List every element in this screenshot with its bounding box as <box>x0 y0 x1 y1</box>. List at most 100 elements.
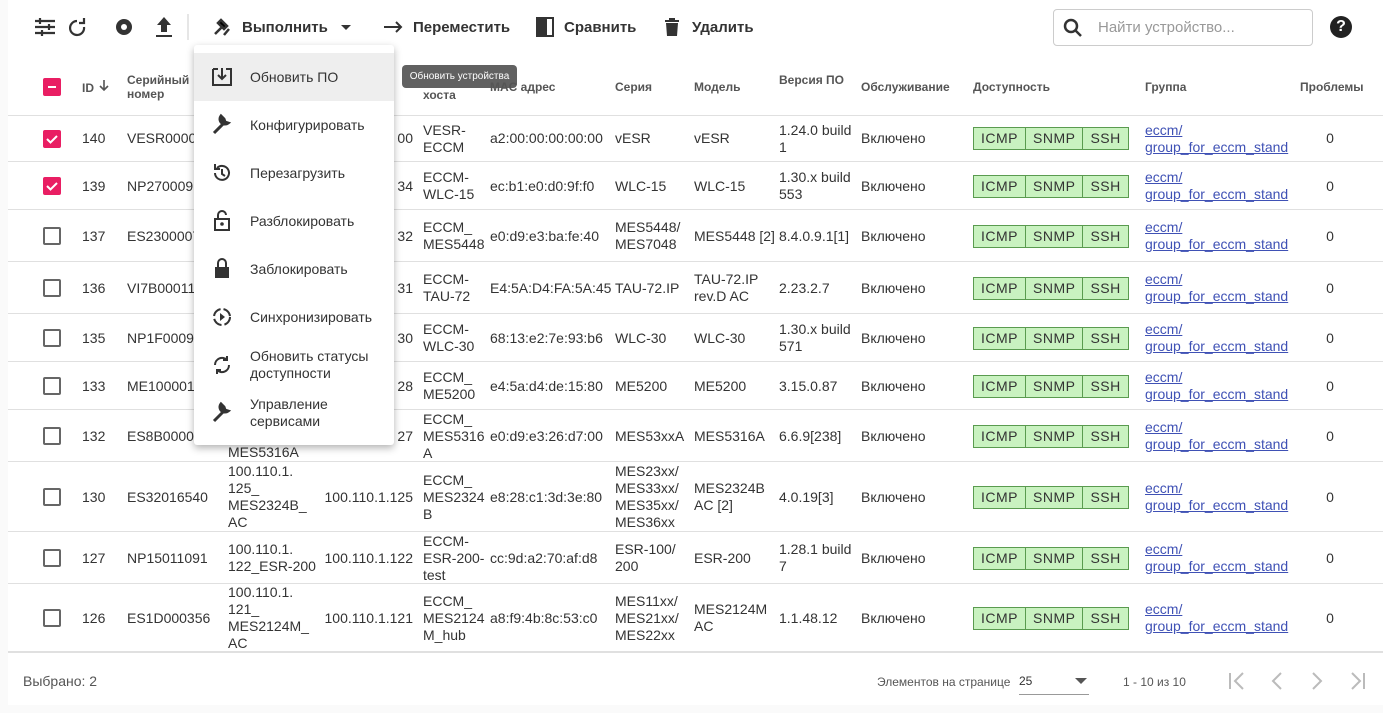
row-checkbox[interactable] <box>43 609 61 627</box>
row-checkbox[interactable] <box>43 279 61 297</box>
column-header[interactable]: ID <box>82 80 122 95</box>
column-header[interactable]: Серия <box>615 80 653 94</box>
availability-badge: SSH <box>1083 127 1129 150</box>
column-header[interactable]: Модель <box>694 80 741 94</box>
row-checkbox[interactable] <box>43 427 61 445</box>
move-label: Переместить <box>413 18 511 36</box>
availability-badge: SNMP <box>1026 326 1084 350</box>
cell-name: ECCM_ MES2324B <box>423 471 485 522</box>
group-link[interactable]: eccm/ group_for_eccm_stand <box>1145 219 1289 252</box>
group-link[interactable]: eccm/ group_for_eccm_stand <box>1145 369 1289 402</box>
column-header[interactable]: Серийный номер <box>127 73 190 101</box>
run-label: Выполнить <box>242 18 328 36</box>
row-checkbox[interactable] <box>43 129 61 148</box>
sort-icon <box>99 80 109 92</box>
cell-name: ECCM- ESR-200- test <box>423 532 485 583</box>
cell-id: 140 <box>82 130 106 146</box>
cell-serial: ES8B0000 <box>127 427 194 444</box>
row-checkbox[interactable] <box>43 488 61 506</box>
cell-series: WLC-15 <box>615 177 667 194</box>
cell-mac: e0:d9:e3:26:d7:00 <box>490 427 603 444</box>
menu-item[interactable]: Заблокировать <box>194 245 394 293</box>
cell-version: 4.0.19[3] <box>779 488 834 505</box>
column-header[interactable]: Обслуживание <box>861 80 950 94</box>
cell-service: Включено <box>861 549 926 566</box>
row-divider <box>8 261 1383 262</box>
cell-service: Включено <box>861 488 926 505</box>
availability-badge: ICMP <box>973 127 1026 150</box>
arrow-icon <box>384 21 403 33</box>
compare-button[interactable]: Сравнить <box>535 0 636 54</box>
group-link[interactable]: eccm/ group_for_eccm_stand <box>1145 121 1289 155</box>
cell-availability: ICMP SNMP SSH <box>973 314 1129 362</box>
cell-series: ME5200 <box>615 377 668 394</box>
group-link[interactable]: eccm/ group_for_eccm_stand <box>1145 601 1289 634</box>
availability-badge: SNMP <box>1026 276 1084 300</box>
cell-availability: ICMP SNMP SSH <box>973 462 1129 532</box>
column-header[interactable]: Версия ПО <box>779 73 845 87</box>
per-page-select[interactable]: 25 <box>1019 666 1089 695</box>
row-checkbox[interactable] <box>43 549 61 567</box>
cell-problems: 0 <box>1326 377 1334 394</box>
group-link[interactable]: eccm/ group_for_eccm_stand <box>1145 271 1289 304</box>
delete-button[interactable]: Удалить <box>664 0 754 54</box>
group-link[interactable]: eccm/ group_for_eccm_stand <box>1145 419 1289 452</box>
cell-serial: ES32016540 <box>127 488 208 505</box>
group-link[interactable]: eccm/ group_for_eccm_stand <box>1145 321 1289 354</box>
column-header[interactable]: Группа <box>1145 80 1187 94</box>
pagination[interactable] <box>1225 670 1370 692</box>
cell-serial: NP270009 <box>127 177 194 194</box>
menu-item[interactable]: Синхронизировать <box>194 293 394 341</box>
run-button[interactable]: Выполнить <box>212 0 358 54</box>
cell-series: vESR <box>615 130 651 146</box>
select-all-checkbox[interactable] <box>43 78 61 96</box>
column-header[interactable]: Доступность <box>973 80 1050 94</box>
column-header[interactable]: хоста <box>423 88 456 102</box>
row-checkbox[interactable] <box>43 227 61 245</box>
row-divider <box>8 209 1383 210</box>
help-button[interactable]: ? <box>1330 16 1352 38</box>
move-button[interactable]: Переместить <box>384 0 510 54</box>
action-menu <box>194 45 394 445</box>
menu-item[interactable]: Конфигурировать <box>194 101 394 149</box>
cell-model: MES5316A <box>694 427 765 444</box>
cell-ip: 100.110.1.125 <box>324 488 414 505</box>
availability-badge: SSH <box>1083 374 1129 398</box>
cell-id: 136 <box>82 279 106 296</box>
row-checkbox[interactable] <box>43 329 61 347</box>
row-checkbox[interactable] <box>43 377 61 395</box>
cell-series: MES53xxA <box>615 427 685 444</box>
menu-item[interactable]: Обновить ПО <box>194 53 394 101</box>
cell-service: Включено <box>861 609 926 626</box>
column-header[interactable]: MAC адрес <box>490 80 556 94</box>
group-link[interactable]: eccm/ group_for_eccm_stand <box>1145 541 1289 574</box>
cell-id: 130 <box>82 488 106 505</box>
row-checkbox[interactable] <box>43 177 61 195</box>
group-link[interactable]: eccm/ group_for_eccm_stand <box>1145 480 1289 513</box>
cell-availability: ICMP SNMP SSH <box>973 584 1129 652</box>
per-page-value: 25 <box>1019 674 1033 688</box>
row-divider <box>8 361 1383 362</box>
cell-version: 2.23.2.7 <box>779 279 830 296</box>
cell-ip: 00 <box>397 130 413 146</box>
compare-label: Сравнить <box>564 18 637 36</box>
cell-availability: ICMP SNMP SSH <box>973 532 1129 584</box>
tools-icon <box>214 18 230 36</box>
cell-name: ECCM_ MES2124M_hub <box>423 592 485 643</box>
menu-item[interactable]: Управление сервисами <box>194 389 394 437</box>
menu-icon <box>215 258 229 278</box>
cell-model: MES2124M AC <box>694 601 768 634</box>
cell-model: ESR-200 <box>694 549 751 566</box>
cell-ip: 31 <box>397 279 413 296</box>
menu-item[interactable]: Разблокировать <box>194 197 394 245</box>
search-icon <box>1063 18 1082 37</box>
cell-availability: ICMP SNMP SSH <box>973 362 1129 410</box>
column-header[interactable]: Проблемы <box>1300 80 1364 94</box>
group-link[interactable]: eccm/ group_for_eccm_stand <box>1145 169 1289 202</box>
cell-name: ECCM- WLC-30 <box>423 321 475 354</box>
menu-item[interactable]: Перезагрузить <box>194 149 394 197</box>
menu-item[interactable]: Обновить статусы доступности <box>194 341 394 389</box>
search-box[interactable]: Найти устройство... <box>1053 9 1313 46</box>
cell-mac: E4:5A:D4:FA:5A:45 <box>490 279 612 296</box>
menu-label: Синхронизировать <box>250 308 373 325</box>
